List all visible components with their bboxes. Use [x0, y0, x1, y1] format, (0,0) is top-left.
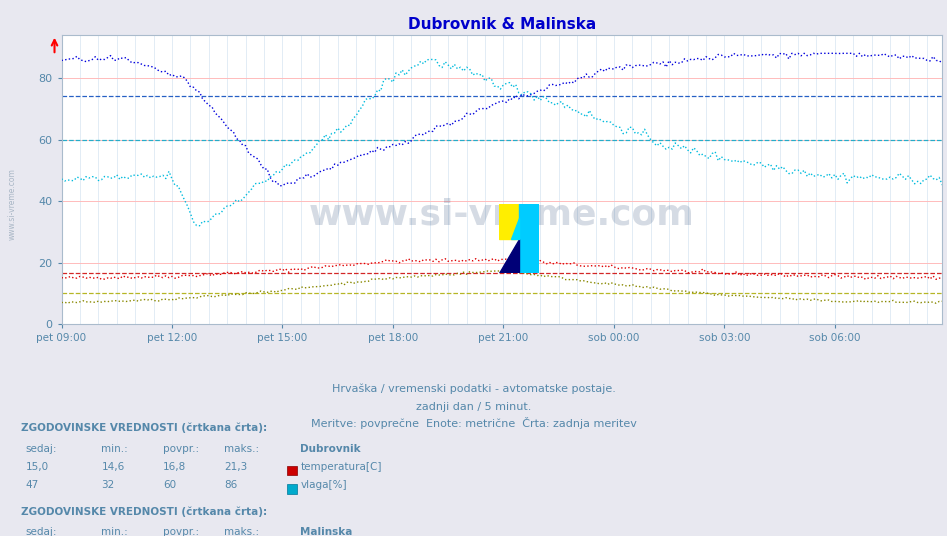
Text: 47: 47	[26, 480, 39, 490]
Text: 21,3: 21,3	[224, 462, 248, 472]
Bar	[519, 204, 539, 273]
Text: 15,0: 15,0	[26, 462, 48, 472]
Text: 32: 32	[101, 480, 115, 490]
Text: min.:: min.:	[101, 444, 128, 454]
Text: www.si-vreme.com: www.si-vreme.com	[8, 168, 17, 240]
Text: Malinska: Malinska	[300, 527, 352, 536]
Title: Dubrovnik & Malinska: Dubrovnik & Malinska	[408, 17, 596, 32]
Polygon shape	[511, 218, 519, 239]
Text: 86: 86	[224, 480, 238, 490]
Text: temperatura[C]: temperatura[C]	[300, 462, 382, 472]
Text: zadnji dan / 5 minut.: zadnji dan / 5 minut.	[416, 401, 531, 412]
Text: Hrvaška / vremenski podatki - avtomatske postaje.: Hrvaška / vremenski podatki - avtomatske…	[331, 384, 616, 394]
Text: maks.:: maks.:	[224, 444, 259, 454]
Text: Meritve: povprečne  Enote: metrične  Črta: zadnja meritev: Meritve: povprečne Enote: metrične Črta:…	[311, 416, 636, 429]
Text: Dubrovnik: Dubrovnik	[300, 444, 361, 454]
Text: ZGODOVINSKE VREDNOSTI (črtkana črta):: ZGODOVINSKE VREDNOSTI (črtkana črta):	[21, 423, 267, 434]
Text: povpr.:: povpr.:	[163, 444, 199, 454]
Text: sedaj:: sedaj:	[26, 444, 57, 454]
Text: sedaj:: sedaj:	[26, 527, 57, 536]
Text: 60: 60	[163, 480, 176, 490]
Text: ZGODOVINSKE VREDNOSTI (črtkana črta):: ZGODOVINSKE VREDNOSTI (črtkana črta):	[21, 506, 267, 517]
Text: 14,6: 14,6	[101, 462, 125, 472]
Text: min.:: min.:	[101, 527, 128, 536]
Text: www.si-vreme.com: www.si-vreme.com	[309, 197, 695, 232]
Polygon shape	[499, 239, 519, 273]
Text: maks.:: maks.:	[224, 527, 259, 536]
Text: povpr.:: povpr.:	[163, 527, 199, 536]
Text: vlaga[%]: vlaga[%]	[300, 480, 347, 490]
Text: 16,8: 16,8	[163, 462, 187, 472]
Bar	[499, 204, 519, 239]
